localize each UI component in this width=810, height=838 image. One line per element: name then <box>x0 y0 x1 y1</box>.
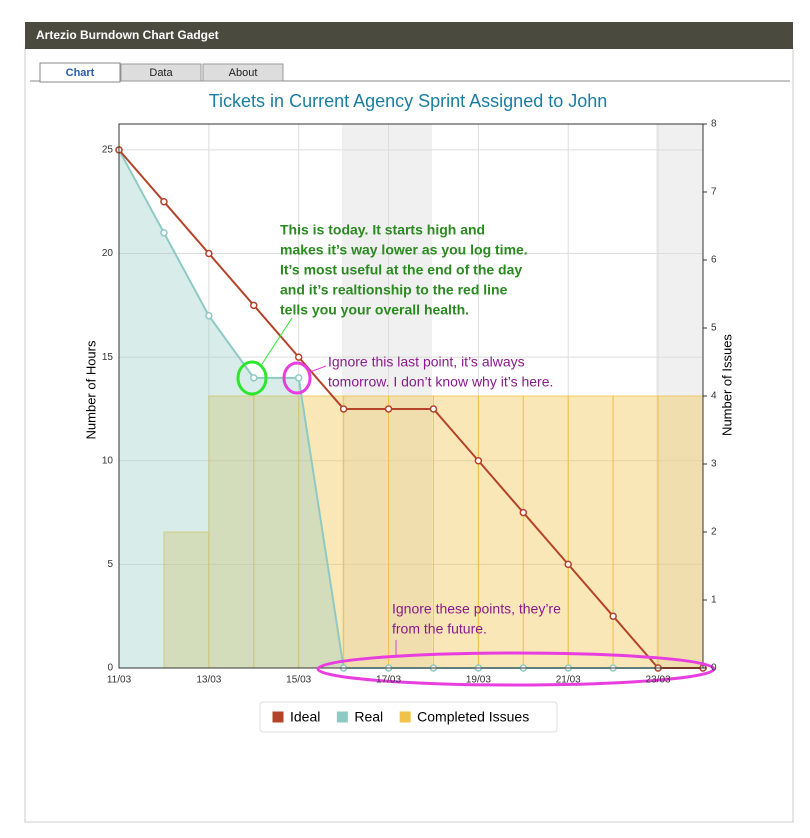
point <box>250 301 258 310</box>
y2-tick-label: 4 <box>711 391 717 402</box>
legend-label: Real <box>354 709 383 725</box>
bar <box>432 395 479 669</box>
x-tick-label: 21/03 <box>556 675 581 686</box>
point <box>564 560 572 569</box>
bar <box>343 395 390 669</box>
y2-tick-label: 2 <box>711 527 717 538</box>
highlight-circle <box>282 361 312 395</box>
legend-swatch <box>271 710 285 724</box>
y-tick-label: 0 <box>107 663 113 674</box>
point <box>339 405 348 413</box>
bar <box>567 395 614 669</box>
annotation: tomorrow. I don’t know why it’s here. <box>328 374 553 390</box>
annotation: This is today. It starts high and <box>280 222 485 238</box>
annotation: tells you your overall health. <box>280 302 469 318</box>
tab[interactable] <box>202 63 284 82</box>
bar <box>522 395 569 669</box>
bar <box>163 531 210 669</box>
line <box>118 149 703 669</box>
legend-label: Completed Issues <box>417 709 529 725</box>
legend-swatch <box>335 710 349 724</box>
point <box>294 353 303 361</box>
tab-label[interactable]: Data <box>149 67 173 79</box>
point <box>250 374 258 382</box>
y2-tick-label: 3 <box>711 459 717 470</box>
y-tick-label: 25 <box>102 145 114 156</box>
point <box>609 612 617 620</box>
tab-label[interactable]: Chart <box>66 67 95 79</box>
bar <box>253 395 300 669</box>
y-tick-label: 20 <box>102 248 114 259</box>
y-tick-label: 10 <box>102 455 114 466</box>
chart-title: Tickets in Current Agency Sprint Assigne… <box>209 91 608 111</box>
header-bar <box>25 22 793 49</box>
point <box>160 229 168 237</box>
annotation: Ignore this last point, it’s always <box>328 354 525 370</box>
x-tick-label: 11/03 <box>107 675 132 686</box>
point <box>474 457 483 465</box>
y2-tick-label: 8 <box>711 119 717 130</box>
y2-tick-label: 1 <box>711 595 717 606</box>
x-tick-label: 19/03 <box>466 675 491 686</box>
point <box>205 249 213 258</box>
highlight-ellipse <box>316 651 716 687</box>
header-title: Artezio Burndown Chart Gadget <box>36 28 219 42</box>
pointer <box>309 365 327 373</box>
bar <box>388 395 434 669</box>
point <box>384 405 393 413</box>
annotation: makes it’s way lower as you log time. <box>280 242 528 258</box>
pointer <box>261 317 293 365</box>
y2-tick-label: 5 <box>711 323 717 334</box>
annotation: Ignore these points, they’re <box>392 601 561 617</box>
legend-label: Ideal <box>290 709 320 725</box>
y2-tick-label: 0 <box>711 663 717 674</box>
point <box>205 311 213 320</box>
x-tick-label: 13/03 <box>196 675 221 686</box>
annotation: and it’s realtionship to the red line <box>280 282 508 298</box>
point <box>429 405 438 413</box>
highlight-circle <box>236 360 268 396</box>
x-tick-label: 17/03 <box>376 675 401 686</box>
y-axis-label: Number of Hours <box>83 340 98 439</box>
bar <box>477 395 524 669</box>
point <box>519 508 528 517</box>
x-tick-label: 23/03 <box>646 675 671 686</box>
y2-axis-label: Number of Issues <box>719 334 734 436</box>
x-tick-label: 15/03 <box>286 675 311 686</box>
y-tick-label: 5 <box>107 559 113 570</box>
tab-label[interactable]: About <box>229 67 258 79</box>
point <box>160 197 168 206</box>
y2-tick-label: 7 <box>711 187 717 198</box>
bar <box>657 395 704 669</box>
y-tick-label: 15 <box>102 352 114 363</box>
bar <box>612 395 659 669</box>
legend-swatch <box>398 710 412 724</box>
tab[interactable] <box>39 62 121 83</box>
area <box>119 149 703 668</box>
y2-tick-label: 6 <box>711 255 717 266</box>
point <box>294 374 303 382</box>
annotation: It’s most useful at the end of the day <box>280 262 522 278</box>
annotation: from the future. <box>392 621 487 637</box>
tab[interactable] <box>120 63 202 82</box>
